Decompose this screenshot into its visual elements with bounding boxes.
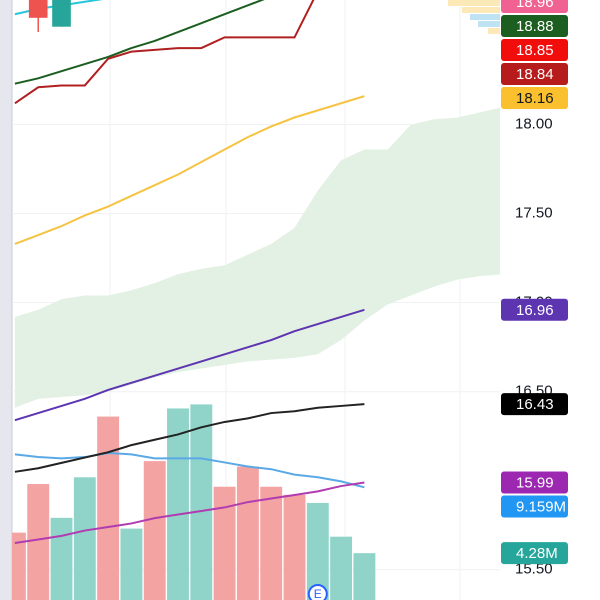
indicator-line [14, 308, 365, 422]
candle-body [28, 0, 48, 18]
volume-bar [167, 408, 189, 600]
y-tick-label: 15.50 [515, 561, 553, 578]
candle-body [52, 0, 71, 27]
price-badge-label: 16.43 [516, 396, 554, 413]
volume-profile [448, 0, 500, 34]
indicator-line [14, 481, 365, 545]
price-badge [501, 471, 568, 494]
price-badge-label: 18.84 [516, 66, 554, 83]
event-marker [307, 584, 328, 600]
price-badge [501, 393, 568, 416]
volume-bar [236, 466, 259, 600]
volume-bar [353, 553, 376, 600]
price-badge-label: 4.28M [516, 545, 558, 562]
price-badge [501, 15, 568, 37]
volume-bar [97, 416, 120, 600]
price-badge-label: 18.96 [516, 0, 554, 11]
price-badge-label: 16.96 [516, 302, 554, 319]
plot-area [12, 0, 500, 600]
indicator-line [14, 0, 315, 105]
side-strip [0, 0, 12, 600]
y-tick-label: 17.50 [515, 205, 553, 222]
volume-bar [120, 528, 143, 600]
volume-bar [27, 484, 50, 600]
volume-bar [12, 532, 26, 600]
volume-bar [213, 486, 236, 600]
price-badge-label: 18.85 [516, 42, 554, 59]
price-badge-label: 9.159M [516, 498, 566, 515]
indicator-line [14, 403, 365, 473]
volume-bar [283, 494, 306, 600]
volume-bar [190, 404, 213, 600]
price-badge-label: 18.16 [516, 90, 554, 107]
indicator-line [14, 0, 104, 16]
price-badge-label: 15.99 [516, 474, 554, 491]
price-badge [501, 63, 568, 85]
y-tick-label: 18.00 [515, 116, 553, 133]
volume-bar [73, 477, 96, 600]
price-badge-label: 18.88 [516, 18, 554, 35]
price-badge [501, 298, 568, 321]
price-axis: 18.0017.5017.0016.5015.5018.9618.8818.85… [501, 0, 568, 578]
price-badge [501, 0, 568, 13]
indicator-line [14, 451, 365, 489]
volume-bar [306, 502, 329, 600]
volume-bar [260, 486, 283, 600]
volume-bar [50, 517, 73, 600]
event-label: E [314, 587, 322, 600]
price-badge [501, 87, 568, 109]
price-badge [501, 39, 568, 61]
volume-bar [330, 536, 353, 600]
indicator-line [14, 0, 265, 85]
indicator-line [14, 95, 365, 245]
cloud [14, 107, 500, 408]
price-badge [501, 495, 568, 518]
volume-bar [143, 461, 166, 600]
price-badge [501, 542, 568, 565]
